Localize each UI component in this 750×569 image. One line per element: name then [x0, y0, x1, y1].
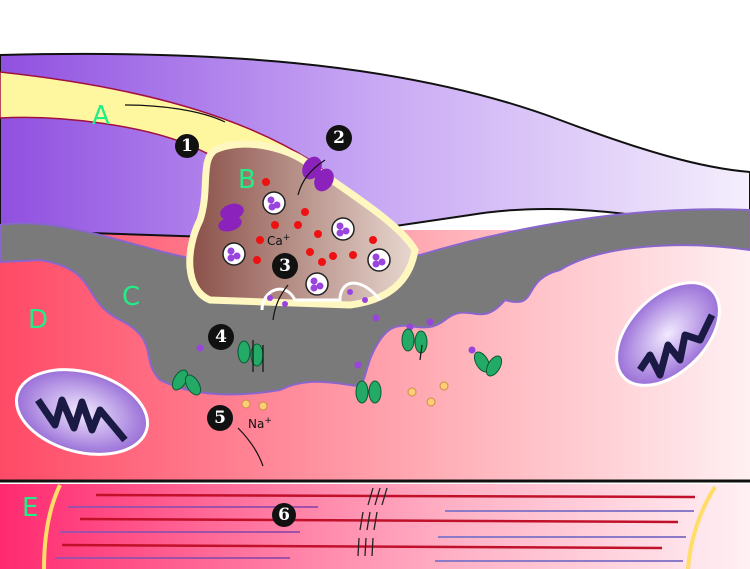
- step-marker-4: 4: [208, 324, 234, 350]
- svg-text:1: 1: [181, 136, 193, 156]
- step-marker-6: 6: [272, 503, 296, 527]
- calcium-channels: [218, 156, 334, 232]
- sodium-ions: [241, 381, 449, 411]
- svg-text:4: 4: [215, 327, 227, 347]
- sodium-ion-label: Na+: [248, 416, 272, 431]
- svg-text:3: 3: [279, 256, 291, 276]
- axon: [0, 52, 750, 242]
- label-D: D: [28, 305, 48, 335]
- arrow-1: [124, 104, 226, 123]
- step-marker-3: 3: [272, 253, 298, 279]
- arrow-3: [272, 284, 289, 321]
- label-E: E: [22, 493, 38, 523]
- arrow-2: [297, 159, 326, 196]
- mitochondrion: [615, 281, 721, 387]
- mitochondrion: [14, 368, 150, 456]
- axon-terminal: [186, 140, 419, 309]
- acetylcholine-receptors: [171, 328, 503, 404]
- step-marker-1: 1: [175, 134, 199, 158]
- step-marker-2: 2: [326, 125, 352, 151]
- svg-text:2: 2: [333, 128, 345, 148]
- label-B: B: [238, 165, 256, 195]
- arrow-5: [237, 427, 264, 467]
- svg-text:6: 6: [278, 505, 290, 525]
- step-marker-5: 5: [207, 405, 233, 431]
- svg-text:5: 5: [214, 408, 226, 428]
- calcium-ions: [253, 178, 377, 266]
- calcium-ion-label: Ca+: [267, 233, 290, 248]
- label-A: A: [92, 101, 110, 131]
- label-C: C: [122, 282, 140, 312]
